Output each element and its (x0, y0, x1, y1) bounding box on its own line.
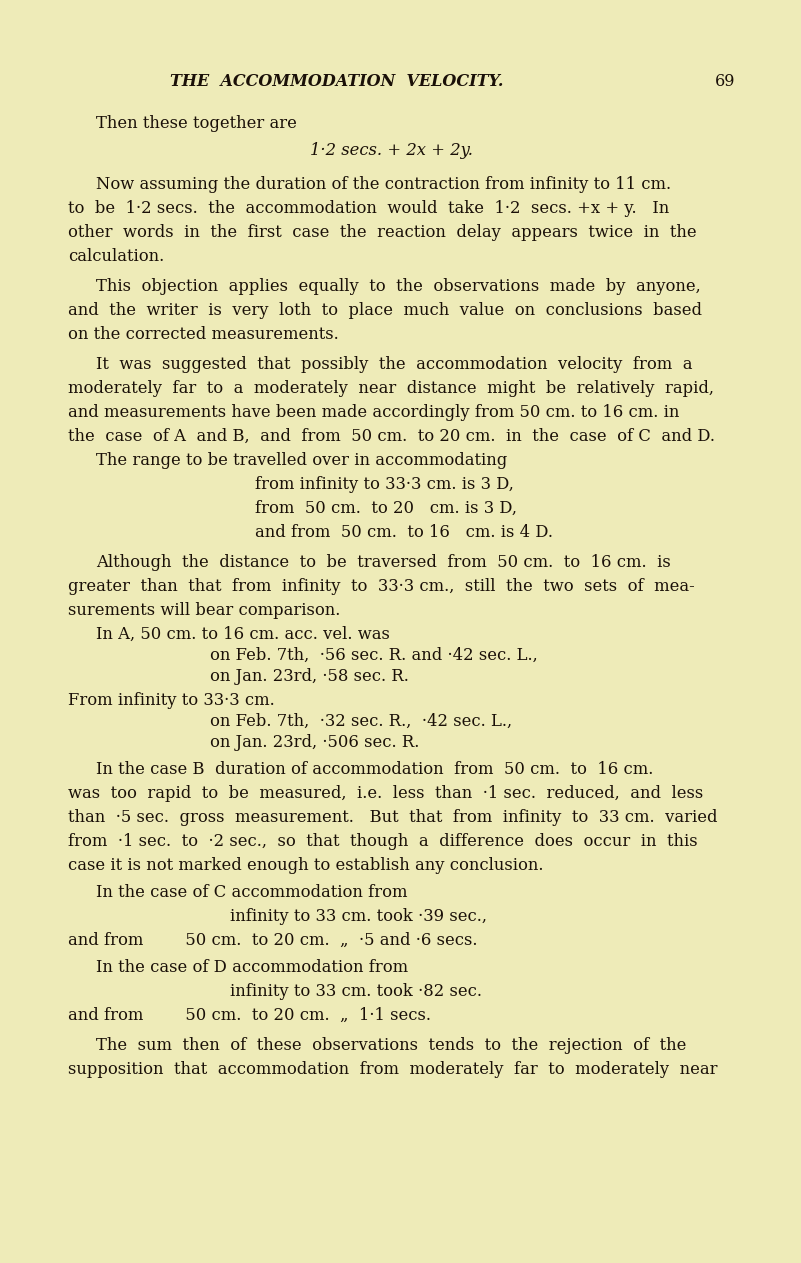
Text: calculation.: calculation. (68, 248, 164, 265)
Text: the  case  of A  and B,  and  from  50 cm.  to 20 cm.  in  the  case  of C  and : the case of A and B, and from 50 cm. to … (68, 428, 715, 445)
Text: greater  than  that  from  infinity  to  33·3 cm.,  still  the  two  sets  of  m: greater than that from infinity to 33·3 … (68, 578, 694, 595)
Text: surements will bear comparison.: surements will bear comparison. (68, 602, 340, 619)
Text: In the case of C accommodation from: In the case of C accommodation from (96, 884, 408, 901)
Text: THE  ACCOMMODATION  VELOCITY.: THE ACCOMMODATION VELOCITY. (170, 73, 503, 91)
Text: infinity to 33 cm. took ·82 sec.: infinity to 33 cm. took ·82 sec. (230, 983, 482, 1000)
Text: to  be  1·2 secs.  the  accommodation  would  take  1·2  secs. +x + y.   In: to be 1·2 secs. the accommodation would … (68, 200, 670, 217)
Text: In A, 50 cm. to 16 cm. acc. vel. was: In A, 50 cm. to 16 cm. acc. vel. was (96, 626, 390, 643)
Text: and from  50 cm.  to 16   cm. is 4 D.: and from 50 cm. to 16 cm. is 4 D. (255, 524, 553, 541)
Text: The  sum  then  of  these  observations  tends  to  the  rejection  of  the: The sum then of these observations tends… (96, 1037, 686, 1055)
Text: moderately  far  to  a  moderately  near  distance  might  be  relatively  rapid: moderately far to a moderately near dist… (68, 380, 714, 397)
Text: on the corrected measurements.: on the corrected measurements. (68, 326, 339, 344)
Text: Then these together are: Then these together are (96, 115, 297, 133)
Text: Although  the  distance  to  be  traversed  from  50 cm.  to  16 cm.  is: Although the distance to be traversed fr… (96, 554, 670, 571)
Text: from  50 cm.  to 20   cm. is 3 D,: from 50 cm. to 20 cm. is 3 D, (255, 500, 517, 517)
Text: from  ·1 sec.  to  ·2 sec.,  so  that  though  a  difference  does  occur  in  t: from ·1 sec. to ·2 sec., so that though … (68, 834, 698, 850)
Text: In the case B  duration of accommodation  from  50 cm.  to  16 cm.: In the case B duration of accommodation … (96, 762, 654, 778)
Text: 1·2 secs. + 2x + 2y.: 1·2 secs. + 2x + 2y. (310, 141, 473, 159)
Text: In the case of D accommodation from: In the case of D accommodation from (96, 959, 409, 976)
Text: on Feb. 7th,  ·56 sec. R. and ·42 sec. L.,: on Feb. 7th, ·56 sec. R. and ·42 sec. L.… (210, 647, 537, 664)
Text: case it is not marked enough to establish any conclusion.: case it is not marked enough to establis… (68, 858, 544, 874)
Text: Now assuming the duration of the contraction from infinity to 11 cm.: Now assuming the duration of the contrac… (96, 176, 671, 193)
Text: infinity to 33 cm. took ·39 sec.,: infinity to 33 cm. took ·39 sec., (230, 908, 487, 925)
Text: was  too  rapid  to  be  measured,  i.e.  less  than  ·1 sec.  reduced,  and  le: was too rapid to be measured, i.e. less … (68, 786, 703, 802)
Text: than  ·5 sec.  gross  measurement.   But  that  from  infinity  to  33 cm.  vari: than ·5 sec. gross measurement. But that… (68, 810, 718, 826)
Text: This  objection  applies  equally  to  the  observations  made  by  anyone,: This objection applies equally to the ob… (96, 278, 701, 296)
Text: and  the  writer  is  very  loth  to  place  much  value  on  conclusions  based: and the writer is very loth to place muc… (68, 302, 702, 320)
Text: The range to be travelled over in accommodating: The range to be travelled over in accomm… (96, 452, 507, 469)
Text: on Jan. 23rd, ·506 sec. R.: on Jan. 23rd, ·506 sec. R. (210, 734, 420, 751)
Text: other  words  in  the  first  case  the  reaction  delay  appears  twice  in  th: other words in the first case the reacti… (68, 224, 697, 241)
Text: It  was  suggested  that  possibly  the  accommodation  velocity  from  a: It was suggested that possibly the accom… (96, 356, 693, 373)
Text: From infinity to 33·3 cm.: From infinity to 33·3 cm. (68, 692, 275, 709)
Text: and measurements have been made accordingly from 50 cm. to 16 cm. in: and measurements have been made accordin… (68, 404, 679, 421)
Text: on Jan. 23rd, ·58 sec. R.: on Jan. 23rd, ·58 sec. R. (210, 668, 409, 685)
Text: 69: 69 (714, 73, 735, 91)
Text: on Feb. 7th,  ·32 sec. R.,  ·42 sec. L.,: on Feb. 7th, ·32 sec. R., ·42 sec. L., (210, 714, 512, 730)
Text: and from        50 cm.  to 20 cm.  „  1·1 secs.: and from 50 cm. to 20 cm. „ 1·1 secs. (68, 1007, 431, 1024)
Text: supposition  that  accommodation  from  moderately  far  to  moderately  near: supposition that accommodation from mode… (68, 1061, 718, 1079)
Text: and from        50 cm.  to 20 cm.  „  ·5 and ·6 secs.: and from 50 cm. to 20 cm. „ ·5 and ·6 se… (68, 932, 477, 949)
Text: from infinity to 33·3 cm. is 3 D,: from infinity to 33·3 cm. is 3 D, (255, 476, 514, 493)
